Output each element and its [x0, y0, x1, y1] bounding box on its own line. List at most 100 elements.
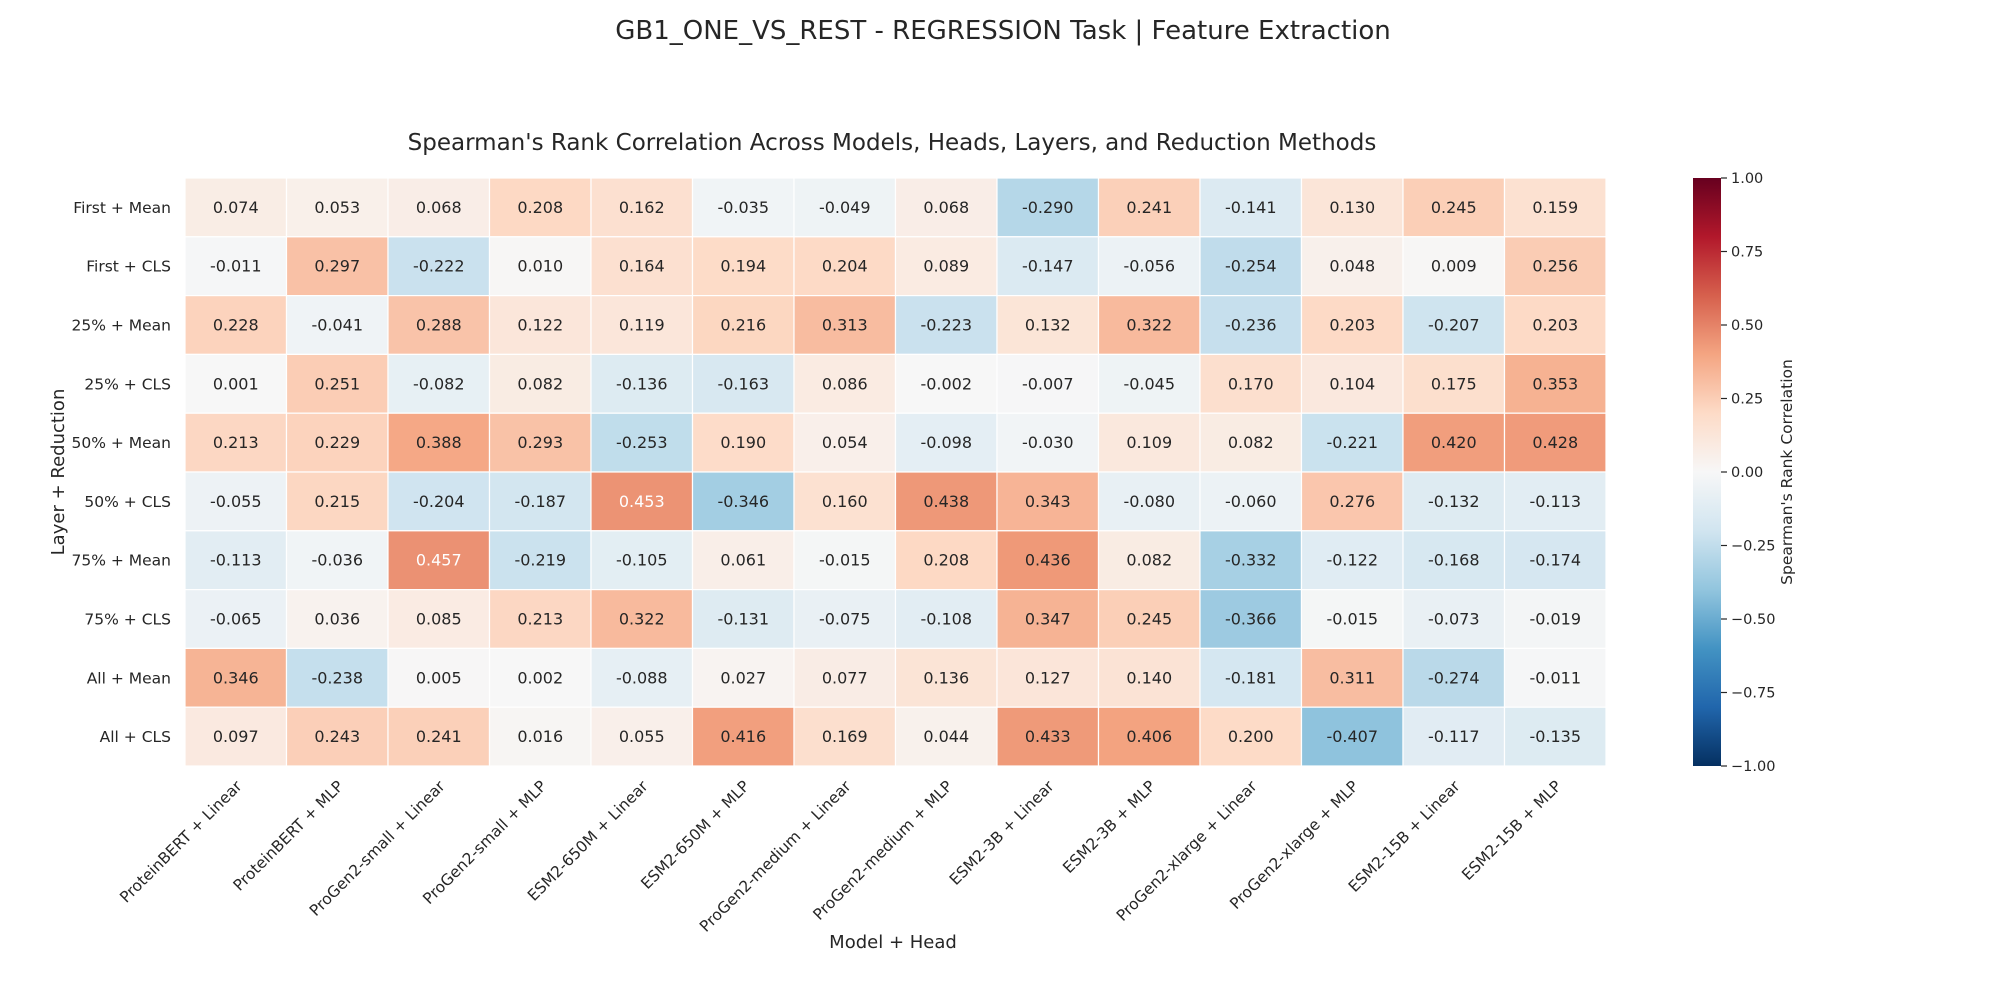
heatmap-cell	[691, 353, 795, 414]
heatmap-cell-value: 0.160	[822, 492, 868, 511]
heatmap-cell	[894, 295, 998, 356]
heatmap-cell-value: -0.002	[920, 374, 972, 393]
heatmap-cell-value: 0.077	[822, 668, 868, 687]
heatmap-cell-value: 0.036	[314, 610, 360, 629]
heatmap-cell-value: 0.053	[314, 198, 360, 217]
y-tick-label: 75% + Mean	[71, 552, 171, 570]
heatmap-cell	[285, 177, 389, 238]
heatmap-cell-value: 0.130	[1329, 198, 1375, 217]
heatmap-cell	[590, 706, 694, 767]
heatmap-cell-value: 0.215	[314, 492, 360, 511]
heatmap-cell-value: -0.163	[717, 374, 769, 393]
heatmap-cell-value: 0.127	[1025, 668, 1071, 687]
heatmap-cell	[488, 236, 592, 297]
heatmap-cell-value: -0.132	[1428, 492, 1480, 511]
heatmap-cell-value: 0.194	[720, 257, 766, 276]
heatmap-cell	[1300, 353, 1404, 414]
heatmap-cell	[1199, 647, 1303, 708]
heatmap-cell-value: -0.049	[819, 198, 871, 217]
heatmap-cell-value: 0.213	[517, 610, 563, 629]
heatmap-cell-value: -0.011	[1529, 668, 1581, 687]
heatmap-cell-value: 0.256	[1532, 257, 1578, 276]
heatmap-cell	[1199, 236, 1303, 297]
heatmap-cell-value: 0.082	[1126, 551, 1172, 570]
heatmap-cell	[1503, 177, 1607, 238]
heatmap-cell	[1097, 588, 1201, 649]
heatmap-cell-value: 0.288	[416, 316, 462, 335]
x-tick-label: ESM2-3B + MLP	[1059, 777, 1159, 877]
heatmap-cell-value: 0.048	[1329, 257, 1375, 276]
heatmap-cell	[387, 471, 491, 532]
x-tick-label: ProteinBERT + Linear	[116, 777, 246, 907]
heatmap-cell	[894, 236, 998, 297]
heatmap-cell	[1300, 412, 1404, 473]
heatmap-cell-value: -0.274	[1428, 668, 1480, 687]
heatmap-cell	[387, 295, 491, 356]
heatmap-cell-value: 0.228	[213, 316, 259, 335]
heatmap-cell	[894, 471, 998, 532]
heatmap-cell-value: 0.241	[1126, 198, 1172, 217]
heatmap-cell	[488, 471, 592, 532]
heatmap-cell	[488, 353, 592, 414]
heatmap-cell	[1402, 236, 1506, 297]
heatmap-cell-value: -0.147	[1022, 257, 1074, 276]
heatmap-cell	[387, 647, 491, 708]
heatmap-cell-value: 0.251	[314, 374, 360, 393]
heatmap-cell	[1300, 706, 1404, 767]
heatmap-cell-value: 0.055	[619, 727, 665, 746]
y-tick-label: 50% + CLS	[84, 493, 171, 511]
heatmap-cell-value: -0.122	[1326, 551, 1378, 570]
colorbar-tick-label: 0.00	[1731, 465, 1763, 481]
heatmap-cell-value: 0.204	[822, 257, 868, 276]
heatmap-cell-value: 0.203	[1329, 316, 1375, 335]
heatmap-cell	[285, 706, 389, 767]
heatmap-cell	[1300, 471, 1404, 532]
heatmap-cell	[793, 530, 897, 591]
heatmap-cell-value: -0.187	[514, 492, 566, 511]
heatmap-cell-value: 0.346	[213, 668, 259, 687]
heatmap-cell-value: 0.009	[1431, 257, 1477, 276]
heatmap-cell-value: 0.027	[720, 668, 766, 687]
heatmap-cell	[996, 353, 1100, 414]
heatmap-cell-value: -0.174	[1529, 551, 1581, 570]
heatmap-cell-value: -0.030	[1022, 433, 1074, 452]
heatmap-cell-value: -0.254	[1225, 257, 1277, 276]
heatmap-cell-value: 0.245	[1126, 610, 1172, 629]
heatmap-cell-value: 0.322	[619, 610, 665, 629]
heatmap-cell-value: -0.007	[1022, 374, 1074, 393]
heatmap-cell-value: -0.105	[616, 551, 668, 570]
heatmap-cell-value: 0.313	[822, 316, 868, 335]
heatmap-cell-value: 0.229	[314, 433, 360, 452]
heatmap-cell-value: 0.119	[619, 316, 665, 335]
heatmap-cell-value: -0.136	[616, 374, 668, 393]
heatmap-cell-value: -0.082	[413, 374, 465, 393]
heatmap-cell-value: 0.085	[416, 610, 462, 629]
heatmap-cell-value: 0.002	[517, 668, 563, 687]
heatmap-cell-value: 0.243	[314, 727, 360, 746]
heatmap-cell-value: 0.388	[416, 433, 462, 452]
heatmap-cell-value: -0.207	[1428, 316, 1480, 335]
heatmap-cell	[894, 647, 998, 708]
heatmap-cell-value: -0.075	[819, 610, 871, 629]
heatmap-cell-value: -0.055	[210, 492, 262, 511]
heatmap-cell-value: 0.132	[1025, 316, 1071, 335]
heatmap-cell-value: 0.162	[619, 198, 665, 217]
heatmap-cell	[996, 471, 1100, 532]
y-tick-label: 25% + Mean	[71, 317, 171, 335]
heatmap-cell	[1097, 530, 1201, 591]
heatmap-cell-value: -0.236	[1225, 316, 1277, 335]
heatmap-cell	[894, 177, 998, 238]
heatmap-cell-value: 0.297	[314, 257, 360, 276]
heatmap-cell-value: 0.044	[923, 727, 969, 746]
y-tick-label: 50% + Mean	[71, 434, 171, 452]
heatmap-cell	[184, 177, 288, 238]
y-tick-label: First + Mean	[73, 199, 171, 217]
heatmap-cell-value: 0.086	[822, 374, 868, 393]
heatmap-cell-value: -0.168	[1428, 551, 1480, 570]
heatmap-cell-value: 0.136	[923, 668, 969, 687]
heatmap-cell-value: 0.438	[923, 492, 969, 511]
heatmap-cell-value: -0.011	[210, 257, 262, 276]
heatmap-cell	[996, 647, 1100, 708]
heatmap-cell	[793, 471, 897, 532]
